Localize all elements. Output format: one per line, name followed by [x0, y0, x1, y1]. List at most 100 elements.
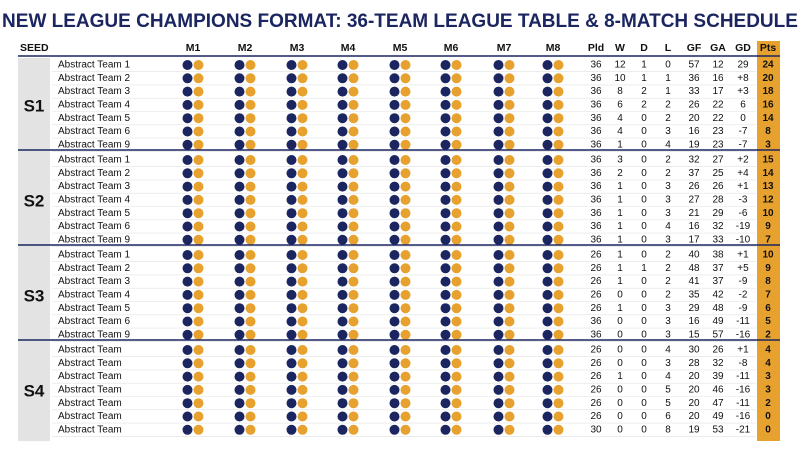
match-dot-away [553, 384, 564, 395]
match-dot-home [286, 168, 297, 179]
header-cell: M7 [497, 42, 512, 54]
stat-cell: 36 [590, 329, 602, 340]
stat-cell: 57 [712, 329, 724, 340]
stat-cell: 0 [641, 329, 647, 340]
match-dot-away [553, 276, 564, 287]
match-dot-away [245, 208, 256, 219]
match-dot-away [400, 316, 411, 327]
match-dot-away [348, 139, 359, 150]
stat-cell: 29 [737, 60, 749, 71]
header-cell: D [640, 42, 648, 54]
match-dot-home [286, 86, 297, 97]
team-name: Abstract Team 9 [58, 234, 131, 245]
stat-cell: +1 [737, 181, 749, 192]
stat-cell: 26 [590, 276, 602, 287]
match-dot-away [193, 316, 204, 327]
stat-cell: 16 [762, 100, 774, 111]
stat-cell: 2 [617, 168, 623, 179]
match-dot-away [348, 263, 359, 274]
stat-cell: 26 [590, 358, 602, 369]
match-dot-home [542, 371, 553, 382]
match-dot-away [504, 424, 515, 435]
stat-cell: 16 [712, 73, 724, 84]
match-dot-home [542, 126, 553, 137]
team-name: Abstract Team 5 [58, 208, 131, 219]
match-dot-home [337, 329, 348, 340]
stat-cell: 48 [712, 303, 724, 314]
match-dot-away [193, 303, 204, 314]
stat-cell: 8 [765, 276, 771, 287]
match-dot-home [286, 73, 297, 84]
stat-cell: 22 [712, 100, 724, 111]
match-dot-home [234, 289, 245, 300]
stat-cell: 26 [590, 290, 602, 301]
stat-cell: -9 [739, 303, 748, 314]
stat-cell: 26 [688, 100, 700, 111]
match-dot-away [553, 398, 564, 409]
stat-cell: 39 [712, 371, 724, 382]
match-dot-home [234, 139, 245, 150]
team-name: Abstract Team 6 [58, 126, 131, 137]
match-dot-away [193, 234, 204, 245]
match-dot-away [553, 411, 564, 422]
stat-cell: +5 [737, 263, 749, 274]
match-dot-away [245, 276, 256, 287]
stat-cell: 26 [590, 303, 602, 314]
stat-cell: 1 [617, 303, 623, 314]
match-dot-home [337, 250, 348, 260]
stat-cell: 41 [688, 276, 700, 287]
stat-cell: 26 [590, 250, 602, 261]
match-dot-away [193, 168, 204, 179]
stat-cell: 0 [617, 358, 623, 369]
match-dot-away [451, 303, 462, 314]
stat-cell: 16 [688, 126, 700, 137]
team-name: Abstract Team [58, 411, 122, 422]
match-dot-away [451, 371, 462, 382]
stat-cell: 27 [712, 155, 724, 166]
match-dot-home [286, 208, 297, 219]
stat-cell: 30 [590, 424, 602, 435]
match-dot-home [440, 139, 451, 150]
match-dot-home [440, 73, 451, 84]
match-dot-away [451, 194, 462, 205]
match-dot-away [245, 73, 256, 84]
stat-cell: 19 [688, 139, 700, 150]
match-dot-away [504, 86, 515, 97]
match-dot-away [504, 345, 515, 355]
match-dot-home [440, 221, 451, 232]
match-dot-away [297, 168, 308, 179]
match-dot-away [451, 181, 462, 192]
match-dot-home [286, 99, 297, 110]
match-dot-away [193, 99, 204, 110]
match-dot-away [504, 181, 515, 192]
match-dot-home [493, 329, 504, 340]
match-dot-away [245, 234, 256, 245]
match-dot-away [245, 345, 256, 355]
stat-cell: 7 [765, 234, 771, 245]
stat-cell: 1 [641, 60, 647, 71]
match-dot-home [493, 181, 504, 192]
match-dot-home [182, 329, 193, 340]
match-dot-home [389, 181, 400, 192]
stat-cell: 15 [762, 155, 774, 166]
stat-cell: -11 [736, 398, 750, 409]
match-dot-home [234, 276, 245, 287]
match-dot-home [234, 113, 245, 124]
match-dot-home [182, 221, 193, 232]
stat-cell: 5 [665, 385, 671, 396]
match-dot-away [348, 113, 359, 124]
match-dot-away [553, 73, 564, 84]
header-cell: SEED [20, 42, 49, 54]
match-dot-home [286, 113, 297, 124]
match-dot-home [337, 208, 348, 219]
stat-cell: 10 [762, 208, 774, 219]
match-dot-home [440, 289, 451, 300]
match-dot-home [182, 155, 193, 165]
team-name: Abstract Team 5 [58, 303, 131, 314]
match-dot-home [182, 181, 193, 192]
match-dot-home [389, 345, 400, 355]
match-dot-away [348, 345, 359, 355]
stat-cell: 24 [762, 60, 774, 71]
match-dot-home [493, 276, 504, 287]
stat-cell: 12 [712, 60, 724, 71]
